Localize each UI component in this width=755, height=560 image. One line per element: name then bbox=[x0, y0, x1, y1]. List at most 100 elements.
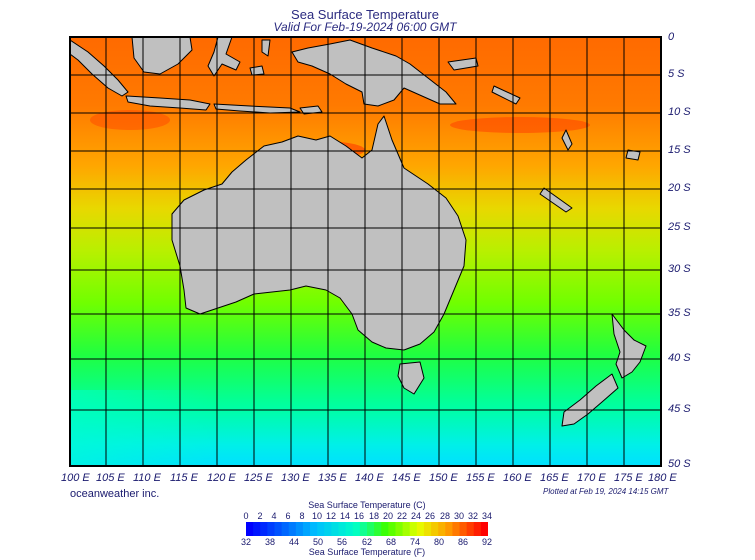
fahrenheit-tick: 50 bbox=[312, 537, 324, 547]
colorbar-swatch bbox=[473, 522, 482, 536]
fahrenheit-tick: 56 bbox=[336, 537, 348, 547]
sumatra-landmass bbox=[70, 39, 129, 97]
colorbar-swatch bbox=[402, 522, 411, 536]
map-frame bbox=[69, 36, 662, 467]
celsius-tick: 18 bbox=[368, 511, 380, 521]
colorbar-swatch bbox=[281, 522, 290, 536]
fahrenheit-tick: 92 bbox=[481, 537, 493, 547]
colorbar-swatch bbox=[253, 522, 261, 536]
fahrenheit-tick: 62 bbox=[361, 537, 373, 547]
colorbar-swatch bbox=[310, 522, 318, 536]
lat-label: 40 S bbox=[668, 352, 691, 364]
map-subtitle: Valid For Feb-19-2024 06:00 GMT bbox=[273, 20, 457, 34]
colorbar-swatch bbox=[445, 522, 454, 536]
lon-label: 140 E bbox=[355, 472, 384, 484]
celsius-tick: 0 bbox=[243, 511, 249, 521]
lat-label: 30 S bbox=[668, 263, 691, 275]
colorbar-swatch bbox=[246, 522, 254, 536]
colorbar-fahrenheit-title: Sea Surface Temperature (F) bbox=[308, 547, 426, 557]
borneo-landmass bbox=[131, 37, 193, 75]
lon-label: 130 E bbox=[281, 472, 310, 484]
plotted-timestamp: Plotted at Feb 19, 2024 14:15 GMT bbox=[543, 487, 669, 496]
colorbar-swatch bbox=[260, 522, 268, 536]
lon-label: 170 E bbox=[577, 472, 606, 484]
colorbar-swatch bbox=[381, 522, 389, 536]
lon-label: 135 E bbox=[318, 472, 347, 484]
java-landmass bbox=[125, 95, 211, 111]
colorbar-swatch bbox=[288, 522, 297, 536]
colorbar-swatch bbox=[302, 522, 311, 536]
lon-label: 115 E bbox=[170, 472, 198, 484]
lat-label: 20 S bbox=[668, 182, 691, 194]
lon-label: 150 E bbox=[429, 472, 458, 484]
colorbar-swatch bbox=[416, 522, 425, 536]
colorbar-swatch bbox=[331, 522, 340, 536]
lon-label: 125 E bbox=[244, 472, 273, 484]
celsius-tick: 26 bbox=[424, 511, 436, 521]
celsius-tick: 10 bbox=[311, 511, 323, 521]
tasmania-landmass bbox=[397, 361, 425, 395]
lat-label: 45 S bbox=[668, 403, 691, 415]
colorbar-swatch bbox=[352, 522, 361, 536]
lon-label: 175 E bbox=[614, 472, 643, 484]
celsius-tick: 24 bbox=[410, 511, 422, 521]
colorbar-swatch bbox=[480, 522, 488, 536]
colorbar-swatch bbox=[466, 522, 475, 536]
fahrenheit-tick: 86 bbox=[457, 537, 469, 547]
celsius-tick: 14 bbox=[339, 511, 351, 521]
colorbar-swatch bbox=[438, 522, 446, 536]
celsius-tick: 4 bbox=[271, 511, 277, 521]
colorbar-swatch bbox=[267, 522, 276, 536]
colorbar-swatch bbox=[274, 522, 283, 536]
fahrenheit-tick: 80 bbox=[433, 537, 445, 547]
temperature-colorbar bbox=[246, 522, 488, 536]
lon-label: 180 E bbox=[648, 472, 677, 484]
nz-north-island bbox=[611, 313, 647, 379]
celsius-tick: 34 bbox=[481, 511, 493, 521]
celsius-tick: 28 bbox=[439, 511, 451, 521]
land-masses bbox=[70, 37, 647, 427]
fahrenheit-tick: 68 bbox=[385, 537, 397, 547]
colorbar-swatch bbox=[324, 522, 333, 536]
celsius-tick: 2 bbox=[257, 511, 263, 521]
colorbar-swatch bbox=[431, 522, 439, 536]
lon-label: 120 E bbox=[207, 472, 236, 484]
lat-label: 35 S bbox=[668, 307, 691, 319]
lat-label: 0 bbox=[668, 31, 675, 43]
colorbar-swatch bbox=[423, 522, 432, 536]
lon-label: 100 E bbox=[61, 472, 90, 484]
celsius-tick: 8 bbox=[299, 511, 305, 521]
new-guinea-landmass bbox=[291, 39, 457, 107]
lat-label: 25 S bbox=[668, 221, 691, 233]
lon-label: 105 E bbox=[96, 472, 125, 484]
fahrenheit-tick: 74 bbox=[409, 537, 421, 547]
fahrenheit-tick: 32 bbox=[240, 537, 252, 547]
lon-label: 160 E bbox=[503, 472, 532, 484]
colorbar-swatch bbox=[359, 522, 368, 536]
lon-label: 165 E bbox=[540, 472, 569, 484]
lon-label: 155 E bbox=[466, 472, 495, 484]
colorbar-swatch bbox=[395, 522, 404, 536]
lon-label: 110 E bbox=[133, 472, 161, 484]
celsius-tick: 32 bbox=[467, 511, 479, 521]
colorbar-swatch bbox=[295, 522, 304, 536]
lon-label: 145 E bbox=[392, 472, 421, 484]
lat-label: 50 S bbox=[668, 458, 691, 470]
lat-label: 10 S bbox=[668, 106, 691, 118]
celsius-tick: 12 bbox=[325, 511, 337, 521]
celsius-tick: 16 bbox=[353, 511, 365, 521]
celsius-tick: 30 bbox=[453, 511, 465, 521]
colorbar-swatch bbox=[452, 522, 461, 536]
fahrenheit-tick: 44 bbox=[288, 537, 300, 547]
colorbar-swatch bbox=[338, 522, 347, 536]
colorbar-swatch bbox=[367, 522, 375, 536]
sulawesi-landmass bbox=[207, 37, 241, 77]
colorbar-celsius-title: Sea Surface Temperature (C) bbox=[308, 500, 426, 510]
credit-text: oceanweather inc. bbox=[70, 488, 160, 500]
nz-south-island bbox=[561, 373, 619, 427]
colorbar-swatch bbox=[345, 522, 354, 536]
lat-label: 15 S bbox=[668, 144, 691, 156]
australia-landmass bbox=[171, 115, 467, 351]
lat-label: 5 S bbox=[668, 68, 685, 80]
